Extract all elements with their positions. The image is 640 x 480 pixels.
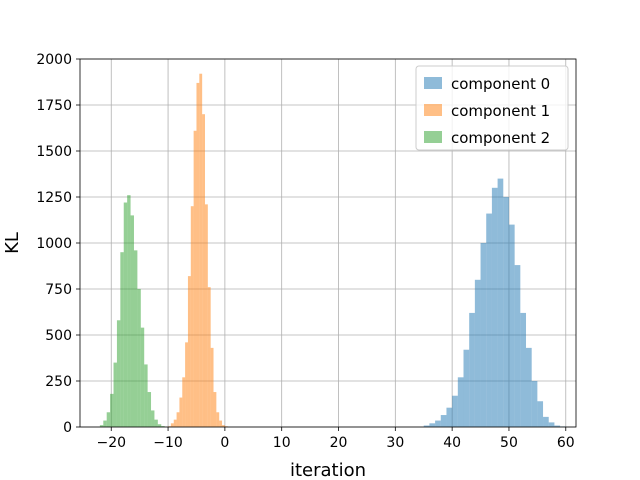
histogram-bar <box>179 397 183 427</box>
histogram-bar <box>219 420 223 427</box>
x-tick-label: −20 <box>96 435 126 451</box>
histogram-bar <box>110 393 114 427</box>
histogram-bar <box>526 347 532 427</box>
histogram-bar <box>157 424 162 427</box>
histogram-bar <box>548 422 555 427</box>
y-tick-label: 0 <box>63 420 72 436</box>
histogram-bar <box>130 215 134 427</box>
histogram-bar <box>463 349 470 427</box>
legend-frame <box>415 65 569 151</box>
histogram-bar <box>127 195 131 427</box>
histogram-bar <box>137 289 141 427</box>
histogram-bar <box>147 392 152 427</box>
histogram-bar <box>154 419 158 427</box>
x-tick-label: 40 <box>443 435 461 451</box>
histogram-bar <box>446 407 453 427</box>
histogram-bar <box>99 425 104 427</box>
histogram-bar <box>514 265 521 427</box>
x-tick-label: 0 <box>220 435 229 451</box>
y-tick-label: 750 <box>45 282 72 298</box>
histogram-bar <box>116 320 121 427</box>
histogram-bar <box>554 425 561 427</box>
histogram-bar <box>222 425 225 427</box>
legend-swatch <box>424 131 442 143</box>
histogram-bar <box>103 420 107 427</box>
histogram-bar <box>503 197 509 427</box>
histogram-bar <box>452 395 458 427</box>
y-tick-label: 2000 <box>36 52 72 68</box>
legend: component 0 component 1 component 2 <box>415 65 569 151</box>
legend-label: component 1 <box>451 102 550 120</box>
histogram-bar <box>204 204 208 427</box>
y-tick-label: 1500 <box>36 144 72 160</box>
histogram-bar <box>207 287 211 427</box>
series-1-bars <box>168 73 228 428</box>
x-tick-label: 20 <box>330 435 348 451</box>
histogram-bar <box>497 178 504 427</box>
x-tick-label: 60 <box>557 435 575 451</box>
histogram-bar <box>440 415 447 427</box>
histogram-bar <box>106 412 111 427</box>
legend-label: component 2 <box>451 129 550 147</box>
histogram-bar <box>133 250 138 427</box>
histogram-bar <box>508 224 515 427</box>
histogram-bar <box>429 423 436 427</box>
histogram-bar <box>120 252 124 427</box>
histogram-bar <box>537 401 544 427</box>
x-tick-label: 30 <box>386 435 404 451</box>
y-tick-label: 1250 <box>36 190 72 206</box>
histogram-bar <box>170 423 174 427</box>
histogram-bar <box>423 425 430 427</box>
histogram-bar <box>435 420 441 427</box>
histogram-bar <box>491 187 498 427</box>
y-tick-label: 500 <box>45 328 72 344</box>
histogram-bar <box>182 377 186 427</box>
y-tick-label: 1000 <box>36 236 72 252</box>
histogram-bar <box>187 276 191 427</box>
histogram-bar <box>193 130 197 427</box>
histogram-bar <box>196 82 200 428</box>
legend-label: component 0 <box>451 75 550 93</box>
histogram-bar <box>185 342 188 427</box>
y-tick-label: 1750 <box>36 98 72 114</box>
histogram-bar <box>190 206 194 427</box>
y-tick-label: 250 <box>45 374 72 390</box>
series-2-bars <box>99 195 165 427</box>
histogram-bar <box>161 426 165 427</box>
histogram-bar <box>213 392 217 427</box>
x-tick-label: 50 <box>500 435 518 451</box>
legend-swatch <box>424 104 442 116</box>
y-axis-label: KL <box>2 232 23 254</box>
histogram-bar <box>457 377 464 427</box>
x-tick-label: −10 <box>153 435 183 451</box>
bars <box>99 73 566 428</box>
histogram-bar <box>151 410 155 427</box>
histogram-bar <box>144 364 148 427</box>
histogram-bar <box>486 213 492 427</box>
histogram-bar <box>216 412 220 427</box>
histogram-bar <box>210 347 214 427</box>
series-0-bars <box>423 178 566 427</box>
histogram-bar <box>531 381 538 427</box>
histogram-bar <box>140 327 145 427</box>
ticks: −20 −10 0 10 20 30 40 50 60 0 250 500 750 1000 1250 150… <box>36 52 574 451</box>
histogram-bar <box>202 114 205 427</box>
histogram-bar <box>474 279 481 427</box>
x-axis-label: iteration <box>290 460 366 480</box>
histogram-bar <box>543 416 549 427</box>
histogram-bar <box>480 243 487 427</box>
histogram-bar <box>520 312 527 427</box>
histogram-bar <box>113 362 117 427</box>
histogram-bar <box>176 412 180 427</box>
histogram-bar <box>199 73 203 427</box>
histogram-bar <box>173 419 177 427</box>
histogram-bar <box>123 202 128 427</box>
legend-swatch <box>424 77 442 89</box>
x-tick-label: 10 <box>273 435 291 451</box>
histogram-bar <box>469 312 475 427</box>
